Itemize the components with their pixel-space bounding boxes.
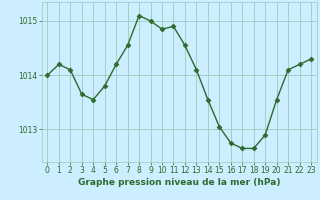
X-axis label: Graphe pression niveau de la mer (hPa): Graphe pression niveau de la mer (hPa) bbox=[78, 178, 280, 187]
